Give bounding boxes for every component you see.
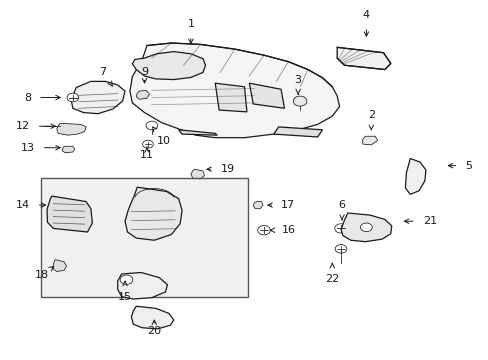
Circle shape — [142, 140, 153, 148]
Text: 15: 15 — [118, 282, 132, 302]
Circle shape — [334, 224, 346, 233]
Text: 6: 6 — [338, 200, 345, 220]
Circle shape — [146, 121, 158, 130]
Polygon shape — [405, 158, 425, 194]
Text: 18: 18 — [35, 266, 54, 280]
Text: 8: 8 — [24, 93, 60, 103]
Polygon shape — [130, 43, 339, 138]
Polygon shape — [215, 83, 246, 112]
Text: 7: 7 — [100, 67, 112, 86]
Text: 12: 12 — [16, 121, 55, 131]
Circle shape — [120, 275, 133, 284]
Polygon shape — [178, 130, 217, 135]
Text: 22: 22 — [325, 264, 339, 284]
Text: 3: 3 — [294, 75, 301, 94]
Circle shape — [334, 244, 346, 253]
Polygon shape — [253, 202, 263, 209]
Text: 11: 11 — [140, 147, 154, 160]
Text: 1: 1 — [187, 19, 194, 44]
Polygon shape — [71, 81, 125, 114]
Polygon shape — [57, 123, 86, 135]
Polygon shape — [53, 260, 66, 271]
Circle shape — [67, 93, 79, 102]
Polygon shape — [336, 47, 390, 69]
Text: 19: 19 — [206, 164, 234, 174]
Circle shape — [293, 96, 306, 106]
Text: 9: 9 — [141, 67, 148, 83]
Text: 5: 5 — [447, 161, 471, 171]
Polygon shape — [47, 196, 92, 232]
Bar — [41, 178, 247, 297]
Polygon shape — [118, 273, 167, 299]
Text: 21: 21 — [404, 216, 436, 226]
Text: 17: 17 — [267, 200, 295, 210]
Polygon shape — [132, 51, 205, 80]
Circle shape — [360, 223, 371, 231]
Text: 14: 14 — [16, 200, 45, 210]
Text: 4: 4 — [362, 10, 369, 36]
Text: 13: 13 — [20, 143, 60, 153]
Polygon shape — [249, 83, 284, 108]
Text: 10: 10 — [152, 127, 171, 145]
Polygon shape — [62, 146, 75, 153]
Polygon shape — [125, 187, 182, 240]
Polygon shape — [190, 169, 204, 179]
Polygon shape — [273, 127, 322, 137]
Circle shape — [257, 226, 270, 235]
Polygon shape — [136, 90, 149, 99]
Text: 2: 2 — [367, 111, 374, 130]
Polygon shape — [362, 136, 377, 145]
Text: 16: 16 — [270, 225, 295, 235]
Polygon shape — [131, 306, 173, 329]
Polygon shape — [340, 213, 391, 242]
Text: 20: 20 — [147, 320, 161, 336]
